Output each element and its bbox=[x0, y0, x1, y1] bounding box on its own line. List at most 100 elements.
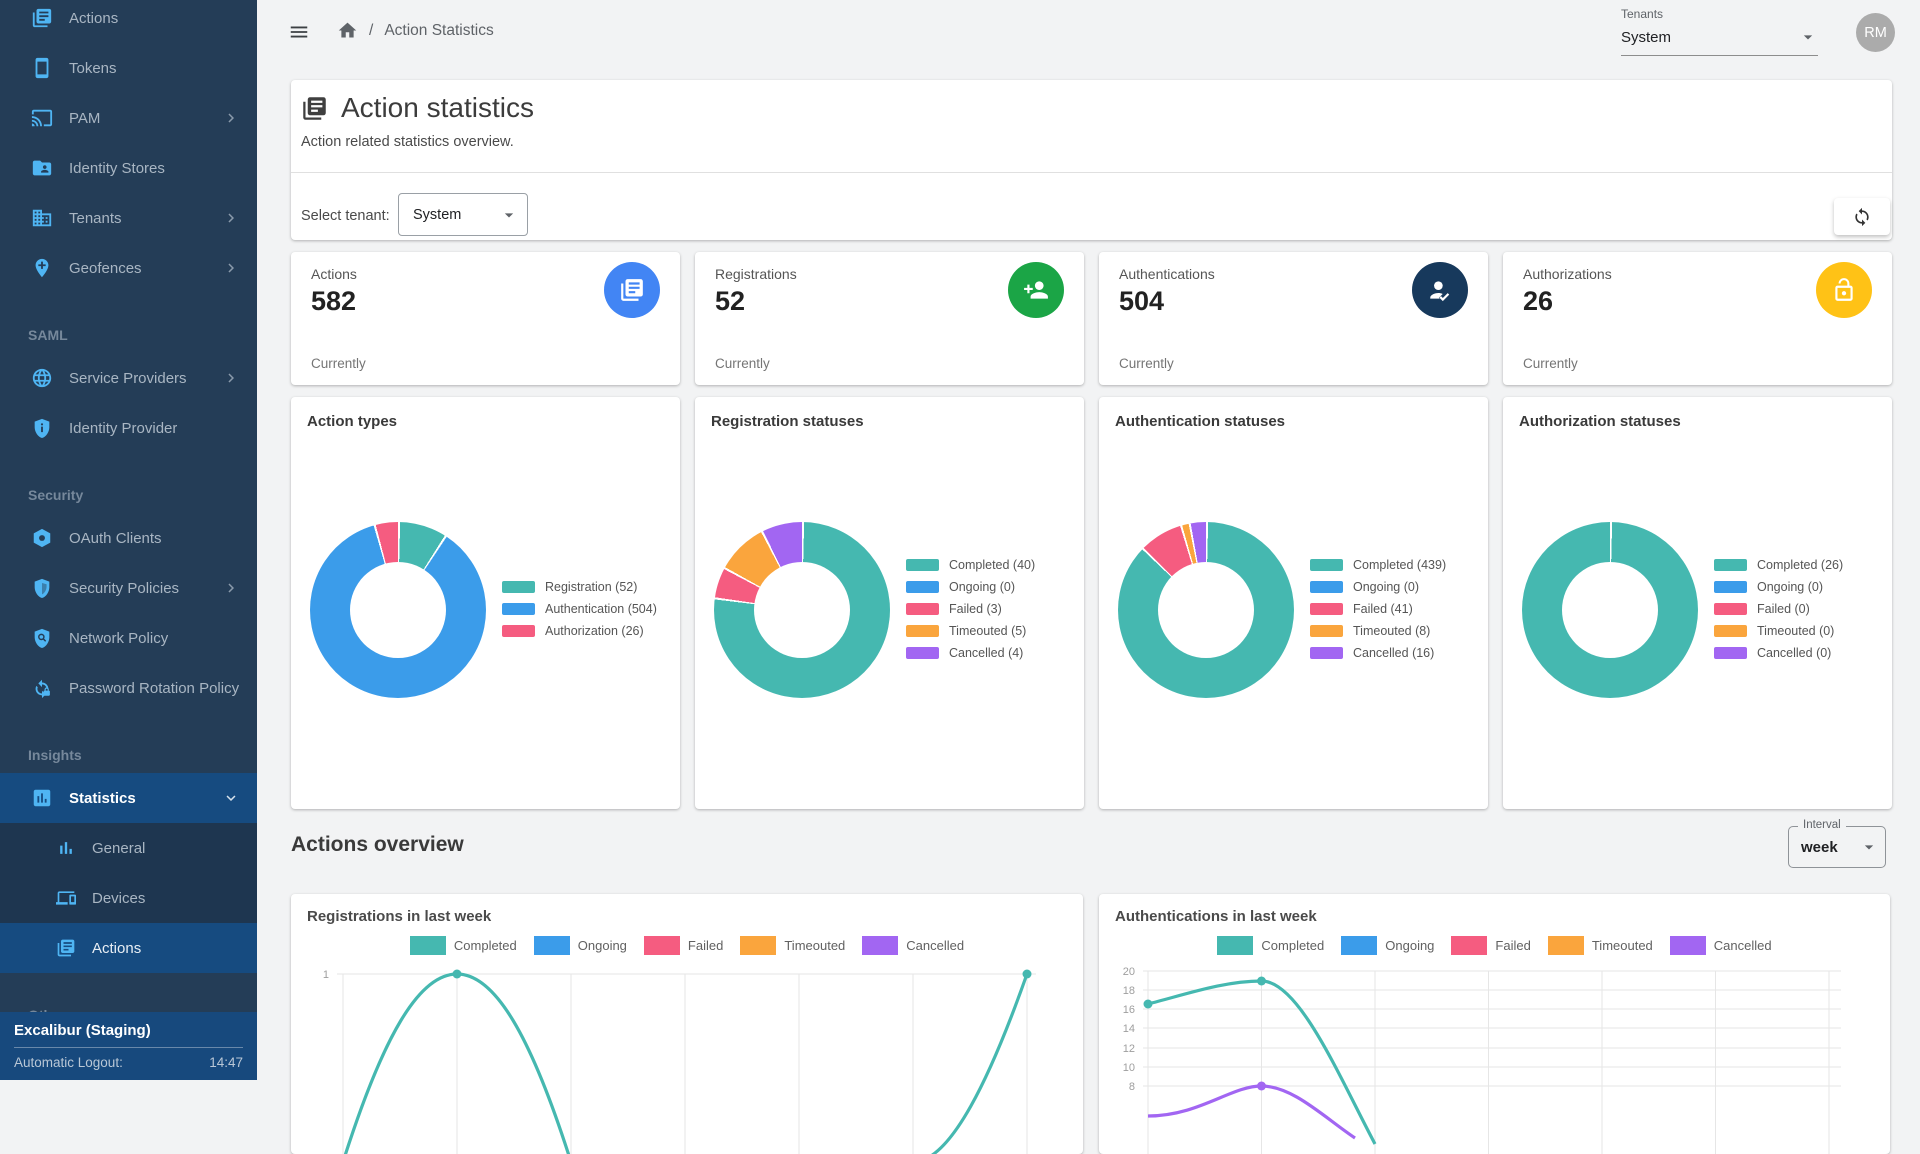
divider bbox=[291, 172, 1892, 173]
cast-icon bbox=[31, 107, 53, 129]
sidebar-item-password-rotation-policy[interactable]: Password Rotation Policy bbox=[0, 663, 257, 713]
donut-chart bbox=[1522, 522, 1698, 698]
sidebar-item-pam[interactable]: PAM bbox=[0, 93, 257, 143]
person-check-icon bbox=[1427, 277, 1453, 303]
sidebar-item-statistics-devices[interactable]: Devices bbox=[0, 873, 257, 923]
data-point bbox=[1257, 1082, 1266, 1091]
legend-item[interactable]: Authentication (504) bbox=[502, 598, 657, 620]
legend-item[interactable]: Timeouted (8) bbox=[1310, 620, 1446, 642]
legend-item[interactable]: Registration (52) bbox=[502, 576, 657, 598]
sidebar-footer: Excalibur (Staging) Automatic Logout: 14… bbox=[0, 1012, 257, 1080]
sidebar-item-identity-provider[interactable]: Identity Provider bbox=[0, 403, 257, 453]
donut-card-authentication-statuses: Authentication statuses Completed (439) … bbox=[1099, 397, 1488, 809]
legend-item[interactable]: Timeouted bbox=[740, 936, 845, 955]
chart-square-icon bbox=[31, 787, 53, 809]
sidebar-item-identity-stores[interactable]: Identity Stores bbox=[0, 143, 257, 193]
chevron-right-icon bbox=[222, 369, 240, 387]
sidebar-item-geofences[interactable]: Geofences bbox=[0, 243, 257, 293]
legend-item[interactable]: Completed (439) bbox=[1310, 554, 1446, 576]
legend-item[interactable]: Failed (3) bbox=[906, 598, 1035, 620]
donut-chart bbox=[714, 522, 890, 698]
svg-text:10: 10 bbox=[1123, 1062, 1135, 1074]
refresh-button[interactable] bbox=[1834, 198, 1890, 235]
legend-item[interactable]: Cancelled (4) bbox=[906, 642, 1035, 664]
interval-select[interactable]: Interval week bbox=[1788, 826, 1886, 868]
chart-title: Registration statuses bbox=[711, 413, 864, 430]
legend-item[interactable]: Timeouted (5) bbox=[906, 620, 1035, 642]
legend-item[interactable]: Ongoing (0) bbox=[906, 576, 1035, 598]
statistics-submenu: General Devices Actions bbox=[0, 823, 257, 973]
legend-item[interactable]: Ongoing bbox=[1341, 936, 1434, 955]
chart-title: Authentication statuses bbox=[1115, 413, 1285, 430]
stat-caption: Currently bbox=[1523, 356, 1578, 371]
sidebar-item-service-providers[interactable]: Service Providers bbox=[0, 353, 257, 403]
legend-item[interactable]: Cancelled bbox=[1670, 936, 1772, 955]
stat-card-registrations: Registrations 52 Currently bbox=[695, 252, 1084, 385]
location-pin-icon bbox=[31, 257, 53, 279]
tenant-select[interactable]: System bbox=[398, 193, 528, 236]
legend-item[interactable]: Authorization (26) bbox=[502, 620, 657, 642]
footer-divider bbox=[14, 1047, 243, 1048]
legend-item[interactable]: Cancelled (0) bbox=[1714, 642, 1843, 664]
stat-icon-badge bbox=[1412, 262, 1468, 318]
stat-caption: Currently bbox=[311, 356, 366, 371]
tenant-select-value: System bbox=[413, 207, 461, 223]
legend-item[interactable]: Failed (0) bbox=[1714, 598, 1843, 620]
page-header-card: Action statistics Action related statist… bbox=[291, 80, 1892, 240]
sidebar-item-network-policy[interactable]: Network Policy bbox=[0, 613, 257, 663]
sidebar-section-insights: Insights bbox=[0, 737, 257, 773]
legend-item[interactable]: Cancelled bbox=[862, 936, 964, 955]
stat-card-actions: Actions 582 Currently bbox=[291, 252, 680, 385]
sidebar-item-tokens[interactable]: Tokens bbox=[0, 43, 257, 93]
sidebar-section-security: Security bbox=[0, 477, 257, 513]
sidebar-item-oauth-clients[interactable]: OAuth Clients bbox=[0, 513, 257, 563]
legend-item[interactable]: Failed bbox=[1451, 936, 1530, 955]
shield-icon bbox=[31, 577, 53, 599]
sidebar-item-actions[interactable]: Actions bbox=[0, 0, 257, 43]
svg-text:1: 1 bbox=[323, 969, 329, 981]
chart-card-registrations: Registrations in last week Completed Ong… bbox=[291, 894, 1083, 1154]
donut-chart bbox=[1118, 522, 1294, 698]
sidebar-item-statistics-general[interactable]: General bbox=[0, 823, 257, 873]
chart-title: Authentications in last week bbox=[1115, 908, 1317, 925]
sidebar-item-tenants[interactable]: Tenants bbox=[0, 193, 257, 243]
auto-logout-label: Automatic Logout: bbox=[14, 1055, 123, 1070]
library-icon bbox=[31, 7, 53, 29]
app-name: Excalibur (Staging) bbox=[14, 1022, 243, 1039]
sidebar-item-security-policies[interactable]: Security Policies bbox=[0, 563, 257, 613]
donut-card-registration-statuses: Registration statuses Completed (40) Ong… bbox=[695, 397, 1084, 809]
legend-item[interactable]: Timeouted (0) bbox=[1714, 620, 1843, 642]
stat-icon-badge bbox=[1816, 262, 1872, 318]
data-point bbox=[453, 970, 462, 979]
legend-item[interactable]: Completed (26) bbox=[1714, 554, 1843, 576]
shield-search-icon bbox=[31, 627, 53, 649]
legend-item[interactable]: Completed bbox=[1217, 936, 1324, 955]
folder-shared-icon bbox=[31, 157, 53, 179]
section-title-actions-overview: Actions overview bbox=[291, 833, 464, 857]
chevron-right-icon bbox=[222, 259, 240, 277]
data-point bbox=[1144, 1000, 1153, 1009]
library-icon bbox=[301, 95, 328, 122]
legend-item[interactable]: Completed bbox=[410, 936, 517, 955]
svg-text:12: 12 bbox=[1123, 1043, 1135, 1055]
sidebar-item-statistics[interactable]: Statistics bbox=[0, 773, 257, 823]
chevron-right-icon bbox=[222, 109, 240, 127]
stat-icon-badge bbox=[604, 262, 660, 318]
svg-text:16: 16 bbox=[1123, 1004, 1135, 1016]
svg-text:18: 18 bbox=[1123, 985, 1135, 997]
sidebar-item-statistics-actions[interactable]: Actions bbox=[0, 923, 257, 973]
legend-item[interactable]: Timeouted bbox=[1548, 936, 1653, 955]
legend-item[interactable]: Failed bbox=[644, 936, 723, 955]
legend-item[interactable]: Ongoing (0) bbox=[1714, 576, 1843, 598]
legend-item[interactable]: Failed (41) bbox=[1310, 598, 1446, 620]
legend-item[interactable]: Ongoing bbox=[534, 936, 627, 955]
smartphone-icon bbox=[31, 57, 53, 79]
legend-item[interactable]: Ongoing (0) bbox=[1310, 576, 1446, 598]
legend-item[interactable]: Cancelled (16) bbox=[1310, 642, 1446, 664]
devices-icon bbox=[56, 888, 76, 908]
legend-item[interactable]: Completed (40) bbox=[906, 554, 1035, 576]
donut-card-action-types: Action types Registration (52) Authentic… bbox=[291, 397, 680, 809]
sidebar: Actions Tokens PAM Identity Stores Tenan… bbox=[0, 0, 257, 1080]
stat-card-authorizations: Authorizations 26 Currently bbox=[1503, 252, 1892, 385]
svg-text:8: 8 bbox=[1129, 1081, 1135, 1093]
